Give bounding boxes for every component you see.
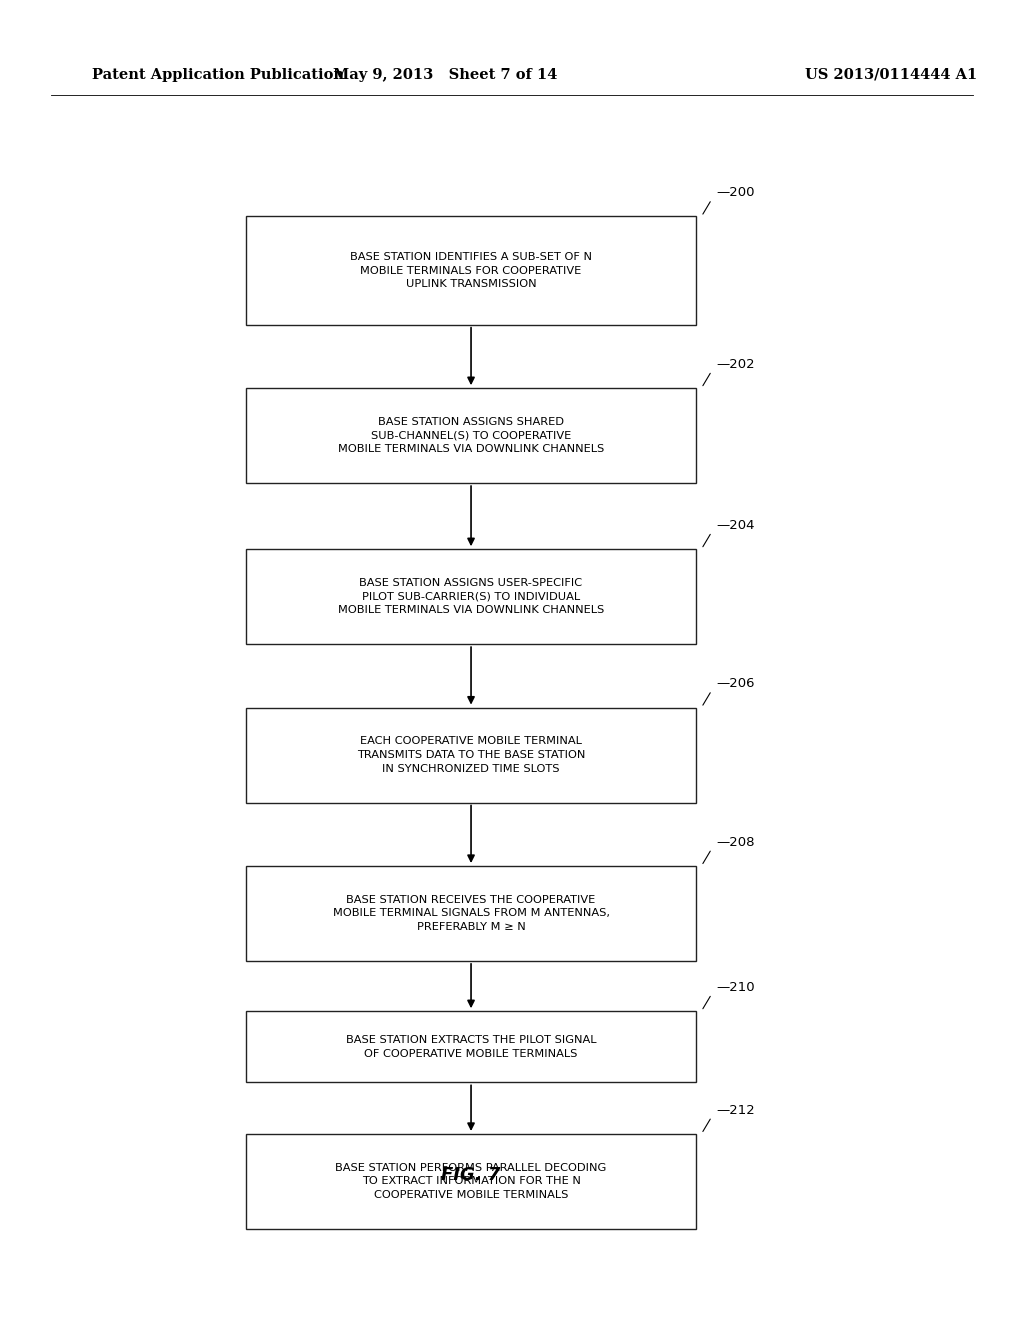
Text: BASE STATION EXTRACTS THE PILOT SIGNAL
OF COOPERATIVE MOBILE TERMINALS: BASE STATION EXTRACTS THE PILOT SIGNAL O… xyxy=(346,1035,596,1059)
Text: US 2013/0114444 A1: US 2013/0114444 A1 xyxy=(805,69,977,82)
Text: May 9, 2013   Sheet 7 of 14: May 9, 2013 Sheet 7 of 14 xyxy=(333,69,558,82)
FancyBboxPatch shape xyxy=(246,216,696,325)
Text: EACH COOPERATIVE MOBILE TERMINAL
TRANSMITS DATA TO THE BASE STATION
IN SYNCHRONI: EACH COOPERATIVE MOBILE TERMINAL TRANSMI… xyxy=(356,737,586,774)
Text: —202: —202 xyxy=(717,358,756,371)
Text: —210: —210 xyxy=(717,981,756,994)
Text: BASE STATION RECEIVES THE COOPERATIVE
MOBILE TERMINAL SIGNALS FROM M ANTENNAS,
P: BASE STATION RECEIVES THE COOPERATIVE MO… xyxy=(333,895,609,932)
Text: —212: —212 xyxy=(717,1104,756,1117)
Text: Patent Application Publication: Patent Application Publication xyxy=(92,69,344,82)
FancyBboxPatch shape xyxy=(246,1011,696,1082)
FancyBboxPatch shape xyxy=(246,1134,696,1229)
Text: BASE STATION IDENTIFIES A SUB-SET OF N
MOBILE TERMINALS FOR COOPERATIVE
UPLINK T: BASE STATION IDENTIFIES A SUB-SET OF N M… xyxy=(350,252,592,289)
FancyBboxPatch shape xyxy=(246,549,696,644)
Text: —204: —204 xyxy=(717,519,756,532)
FancyBboxPatch shape xyxy=(246,708,696,803)
Text: —208: —208 xyxy=(717,836,756,849)
Text: —200: —200 xyxy=(717,186,756,199)
FancyBboxPatch shape xyxy=(246,388,696,483)
Text: —206: —206 xyxy=(717,677,756,690)
FancyBboxPatch shape xyxy=(246,866,696,961)
Text: BASE STATION PERFORMS PARALLEL DECODING
TO EXTRACT INFORMATION FOR THE N
COOPERA: BASE STATION PERFORMS PARALLEL DECODING … xyxy=(336,1163,606,1200)
Text: FIG. 7: FIG. 7 xyxy=(441,1166,501,1184)
Text: BASE STATION ASSIGNS USER-SPECIFIC
PILOT SUB-CARRIER(S) TO INDIVIDUAL
MOBILE TER: BASE STATION ASSIGNS USER-SPECIFIC PILOT… xyxy=(338,578,604,615)
Text: BASE STATION ASSIGNS SHARED
SUB-CHANNEL(S) TO COOPERATIVE
MOBILE TERMINALS VIA D: BASE STATION ASSIGNS SHARED SUB-CHANNEL(… xyxy=(338,417,604,454)
